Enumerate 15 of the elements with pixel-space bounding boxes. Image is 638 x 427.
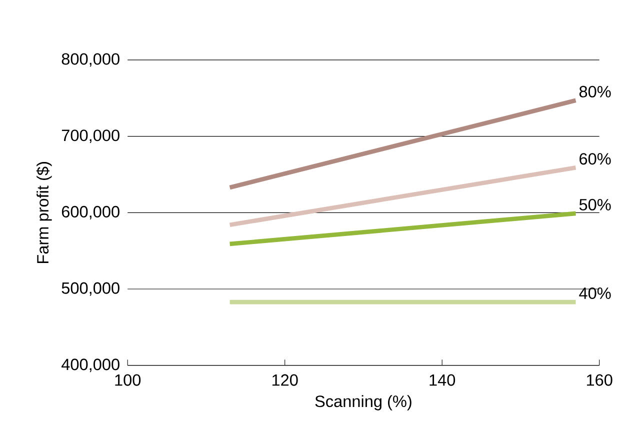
y-tick-label: 400,000	[62, 358, 120, 372]
y-tick-label: 800,000	[62, 53, 120, 67]
series-label: 40%	[579, 287, 611, 299]
series-label: 50%	[579, 198, 611, 210]
series-label: 80%	[579, 86, 611, 98]
x-tick-label: 160	[586, 374, 612, 386]
x-axis-title: Scanning (%)	[315, 395, 412, 410]
series-label: 60%	[580, 152, 611, 164]
y-tick-label: 500,000	[62, 282, 120, 296]
x-tick-label: 120	[272, 374, 298, 386]
y-tick-label: 700,000	[62, 129, 120, 143]
x-tick-label: 100	[115, 374, 141, 386]
y-tick-label: 600,000	[62, 206, 120, 220]
x-tick-label: 140	[430, 374, 456, 386]
y-axis-title: Farm profit ($)	[36, 162, 52, 263]
